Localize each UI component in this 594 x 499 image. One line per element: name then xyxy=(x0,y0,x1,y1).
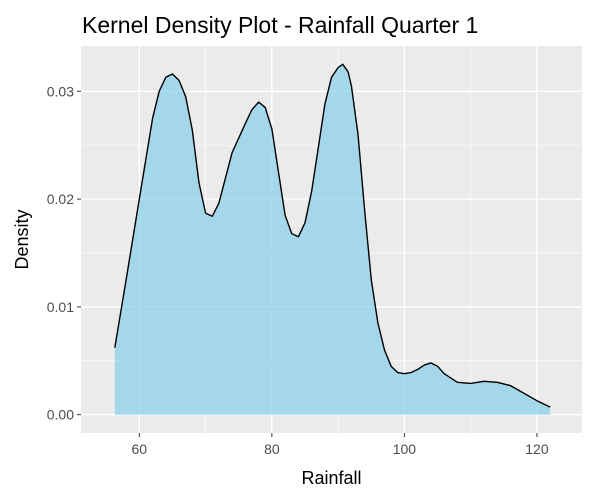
density-line xyxy=(114,63,551,408)
x-axis: 60 80 100 120 xyxy=(132,433,549,457)
y-axis: 0.00 0.01 0.02 0.03 xyxy=(47,83,81,423)
x-tick-label: 80 xyxy=(264,441,280,457)
y-tick-label: 0.02 xyxy=(47,191,74,207)
chart-title: Kernel Density Plot - Rainfall Quarter 1 xyxy=(82,12,478,38)
density-layer xyxy=(114,63,551,415)
x-tick-label: 100 xyxy=(393,441,417,457)
y-tick-label: 0.03 xyxy=(47,83,74,99)
x-tick-label: 60 xyxy=(132,441,148,457)
y-tick-label: 0.00 xyxy=(47,407,74,423)
x-axis-label: Rainfall xyxy=(301,468,361,488)
y-tick-label: 0.01 xyxy=(47,299,74,315)
x-tick-label: 120 xyxy=(525,441,549,457)
y-axis-label: Density xyxy=(12,209,32,269)
density-area xyxy=(114,64,551,415)
